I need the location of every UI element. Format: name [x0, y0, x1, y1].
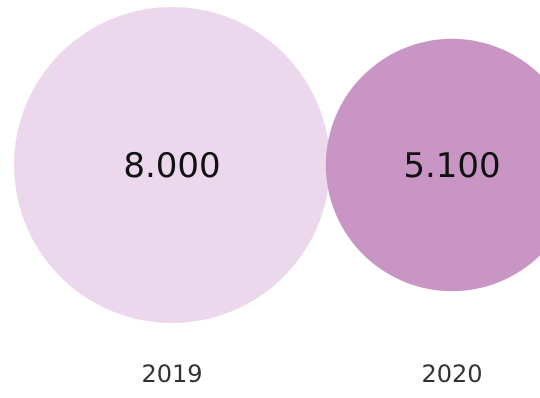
value-label-2019: 8.000 [123, 146, 220, 186]
bubble-2019 [14, 7, 330, 323]
category-labels-group: 2019 2020 [141, 360, 482, 388]
category-label-2020: 2020 [421, 360, 482, 388]
bubble-2020 [325, 38, 540, 292]
category-label-2019: 2019 [141, 360, 202, 388]
value-label-2020: 5.100 [403, 146, 500, 186]
bubbles-group [14, 7, 540, 323]
value-labels-group: 8.000 5.100 [123, 146, 500, 186]
